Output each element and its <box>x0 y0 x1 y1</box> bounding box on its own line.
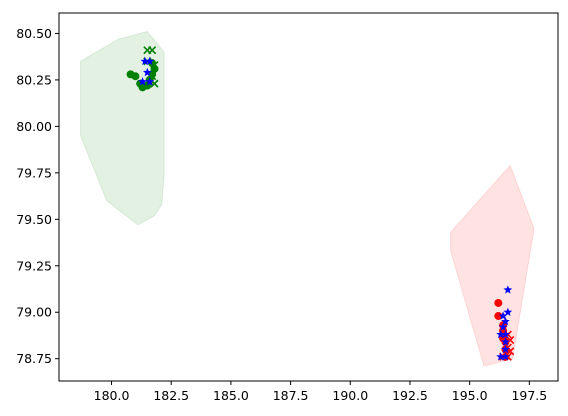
y-tick-label: 80.00 <box>16 119 52 134</box>
data-point-star-s3-3 <box>142 67 152 77</box>
x-tick-label: 192.5 <box>392 388 428 403</box>
data-point-x-s2-4 <box>150 60 159 70</box>
data-point-star-s3-4 <box>138 77 147 86</box>
data-point-star-s6-10 <box>496 352 506 361</box>
data-point-circle-s1-2 <box>131 72 140 81</box>
data-point-star-s3-2 <box>145 56 155 66</box>
data-point-circle-s4-1 <box>494 298 503 307</box>
y-tick-label: 78.75 <box>16 351 52 366</box>
x-tick-label: 187.5 <box>273 388 309 403</box>
y-tick-label: 80.25 <box>16 72 52 87</box>
x-axis-ticks: 180.0 182.5 185.0 187.5 190.0 192.5 195.0 197.5 <box>94 381 547 403</box>
y-tick-label: 79.25 <box>16 258 52 273</box>
data-point-star-s6-3 <box>498 311 508 320</box>
y-tick-label: 79.75 <box>16 165 52 180</box>
y-axis-ticks: 78.75 79.00 79.25 79.50 79.75 80.00 80.25 80.50 <box>16 26 59 366</box>
data-point-star-s6-11 <box>501 352 510 361</box>
data-point-star-s6-6 <box>501 329 510 339</box>
y-tick-label: 79.00 <box>16 305 52 320</box>
cluster-region-2 <box>450 164 535 367</box>
data-point-star-s6-4 <box>501 316 510 326</box>
x-tick-label: 197.5 <box>511 388 547 403</box>
data-point-x-s2-2 <box>148 46 157 55</box>
data-point-star-s6-5 <box>498 322 508 331</box>
y-tick-label: 80.50 <box>16 26 52 41</box>
x-tick-label: 190.0 <box>332 388 368 403</box>
data-point-star-s6-9 <box>501 344 510 354</box>
data-point-star-s3-1 <box>140 56 150 66</box>
x-tick-label: 182.5 <box>153 388 189 403</box>
data-points <box>126 46 515 361</box>
x-tick-label: 185.0 <box>213 388 249 403</box>
x-tick-label: 180.0 <box>94 388 130 403</box>
data-point-star-s3-5 <box>145 77 155 86</box>
data-point-star-s6-8 <box>501 337 510 346</box>
x-tick-label: 195.0 <box>452 388 488 403</box>
data-point-circle-s4-2 <box>494 311 503 320</box>
y-tick-label: 79.50 <box>16 212 52 227</box>
data-point-star-s6-1 <box>503 285 513 294</box>
axes-frame <box>58 12 559 382</box>
data-point-star-s6-7 <box>496 329 506 339</box>
data-point-star-s6-2 <box>503 307 513 316</box>
